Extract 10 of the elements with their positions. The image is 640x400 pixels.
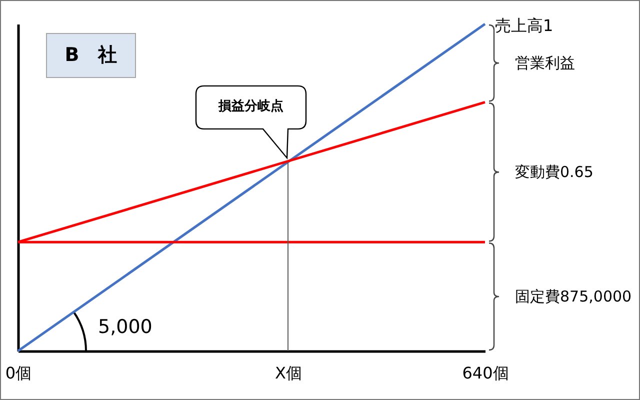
text: 変動費0.65 [515, 163, 594, 182]
x-tick-label: 0個 [5, 364, 32, 382]
x-tick-label: X個 [275, 364, 302, 382]
text: B 社 [46, 33, 136, 78]
annotation: 損益分岐点 [217, 98, 284, 114]
series-label: 売上高1 [495, 16, 554, 35]
text: 営業利益 [515, 54, 575, 72]
annotation: 5,000 [98, 316, 152, 338]
x-tick-label: 640個 [462, 364, 509, 382]
text: 固定費875,0000 [515, 288, 632, 306]
